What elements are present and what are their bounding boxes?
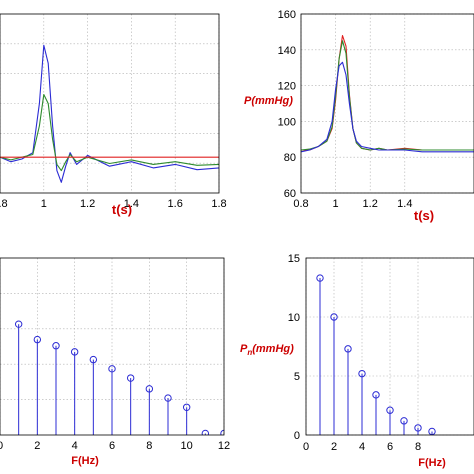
series-line-3 bbox=[301, 61, 474, 153]
x-tick-label: 12 bbox=[218, 440, 230, 452]
x-tick-label: 2 bbox=[34, 440, 40, 452]
x-tick-label: 1.8 bbox=[211, 198, 226, 210]
stem-marker bbox=[14, 320, 23, 328]
y-axis-label-unit: (mmHg) bbox=[252, 343, 294, 355]
stem-marker bbox=[372, 391, 380, 399]
panel-bottom-right-chart: 0 2 4 6 8 0 5 10 15 F(Hz) Pn(mmHg) bbox=[240, 253, 474, 469]
series-line-1 bbox=[301, 34, 474, 151]
stem-marker bbox=[330, 313, 338, 321]
y-tick-label: 80 bbox=[284, 152, 296, 164]
panel-bottom-left-chart: 0 2 4 6 8 10 12 F(Hz) bbox=[0, 257, 230, 467]
stem-marker bbox=[220, 429, 224, 435]
y-axis-label-main: P bbox=[240, 343, 248, 355]
y-tick-label: 100 bbox=[278, 116, 296, 128]
x-tick-label: 4 bbox=[72, 440, 78, 452]
stem-marker bbox=[201, 429, 210, 435]
y-tick-label: 60 bbox=[284, 188, 296, 200]
x-tick-label: 0.8 bbox=[0, 198, 8, 210]
x-tick-label: 1.6 bbox=[168, 198, 183, 210]
x-tick-label: 0 bbox=[303, 441, 309, 453]
stem-marker bbox=[108, 365, 116, 373]
stem-marker bbox=[70, 348, 79, 356]
x-tick-label: 10 bbox=[181, 440, 193, 452]
plot-frame bbox=[0, 257, 225, 436]
stem-marker bbox=[358, 369, 366, 378]
stem-marker bbox=[164, 394, 172, 402]
x-tick-label: 1 bbox=[41, 198, 47, 210]
y-tick-label: 160 bbox=[278, 9, 296, 21]
x-axis-label: t(s) bbox=[112, 202, 132, 217]
y-axis-label-subscript: n bbox=[247, 348, 252, 357]
y-tick-label: 10 bbox=[288, 312, 300, 324]
x-tick-label: 1.2 bbox=[80, 198, 95, 210]
panel-top-left-chart: 0.8 1 1.2 1.4 1.6 1.8 t(s) bbox=[0, 13, 227, 217]
x-tick-label: 2 bbox=[331, 441, 337, 453]
x-axis-label: t(s) bbox=[414, 208, 434, 223]
stem-marker bbox=[89, 355, 98, 364]
x-axis-label: F(Hz) bbox=[418, 457, 446, 469]
x-tick-label: 1.2 bbox=[363, 198, 378, 210]
x-tick-label: 4 bbox=[359, 441, 365, 453]
stem-marker bbox=[52, 342, 60, 350]
stem-marker bbox=[400, 417, 408, 425]
x-tick-label: 8 bbox=[415, 441, 421, 453]
y-tick-label: 0 bbox=[294, 430, 300, 442]
panel-top-right-chart: 0.8 1 1.2 1.4 60 80 100 120 140 160 t(s) P(mmHg) bbox=[244, 9, 474, 223]
stem-marker bbox=[126, 374, 135, 382]
stem-marker bbox=[182, 403, 191, 411]
stem-marker bbox=[145, 385, 154, 393]
x-tick-label: 1 bbox=[333, 198, 339, 210]
stem-marker bbox=[316, 274, 324, 282]
y-tick-label: 5 bbox=[294, 371, 300, 383]
series-line-1 bbox=[0, 44, 219, 183]
plot-frame bbox=[300, 13, 474, 194]
stem-marker bbox=[386, 406, 394, 414]
x-tick-label: 1.4 bbox=[124, 198, 139, 210]
plot-frame bbox=[0, 13, 220, 194]
x-tick-label: 0 bbox=[0, 440, 3, 452]
x-axis-label: F(Hz) bbox=[71, 455, 99, 467]
series-line-2 bbox=[301, 40, 474, 151]
stem-marker bbox=[414, 424, 422, 432]
stem-marker bbox=[33, 335, 42, 344]
y-axis-label: Pn(mmHg) bbox=[240, 343, 294, 357]
series-line-2 bbox=[0, 93, 219, 172]
plot-frame bbox=[305, 257, 474, 436]
stem-marker bbox=[344, 345, 352, 353]
x-tick-label: 8 bbox=[146, 440, 152, 452]
y-tick-label: 120 bbox=[278, 81, 296, 93]
x-tick-label: 6 bbox=[387, 441, 393, 453]
y-axis-label: P(mmHg) bbox=[244, 95, 293, 107]
x-tick-label: 0.8 bbox=[293, 198, 308, 210]
y-tick-label: 140 bbox=[278, 45, 296, 57]
x-tick-label: 1.4 bbox=[397, 198, 412, 210]
y-tick-label: 15 bbox=[288, 253, 300, 265]
x-tick-label: 6 bbox=[109, 440, 115, 452]
